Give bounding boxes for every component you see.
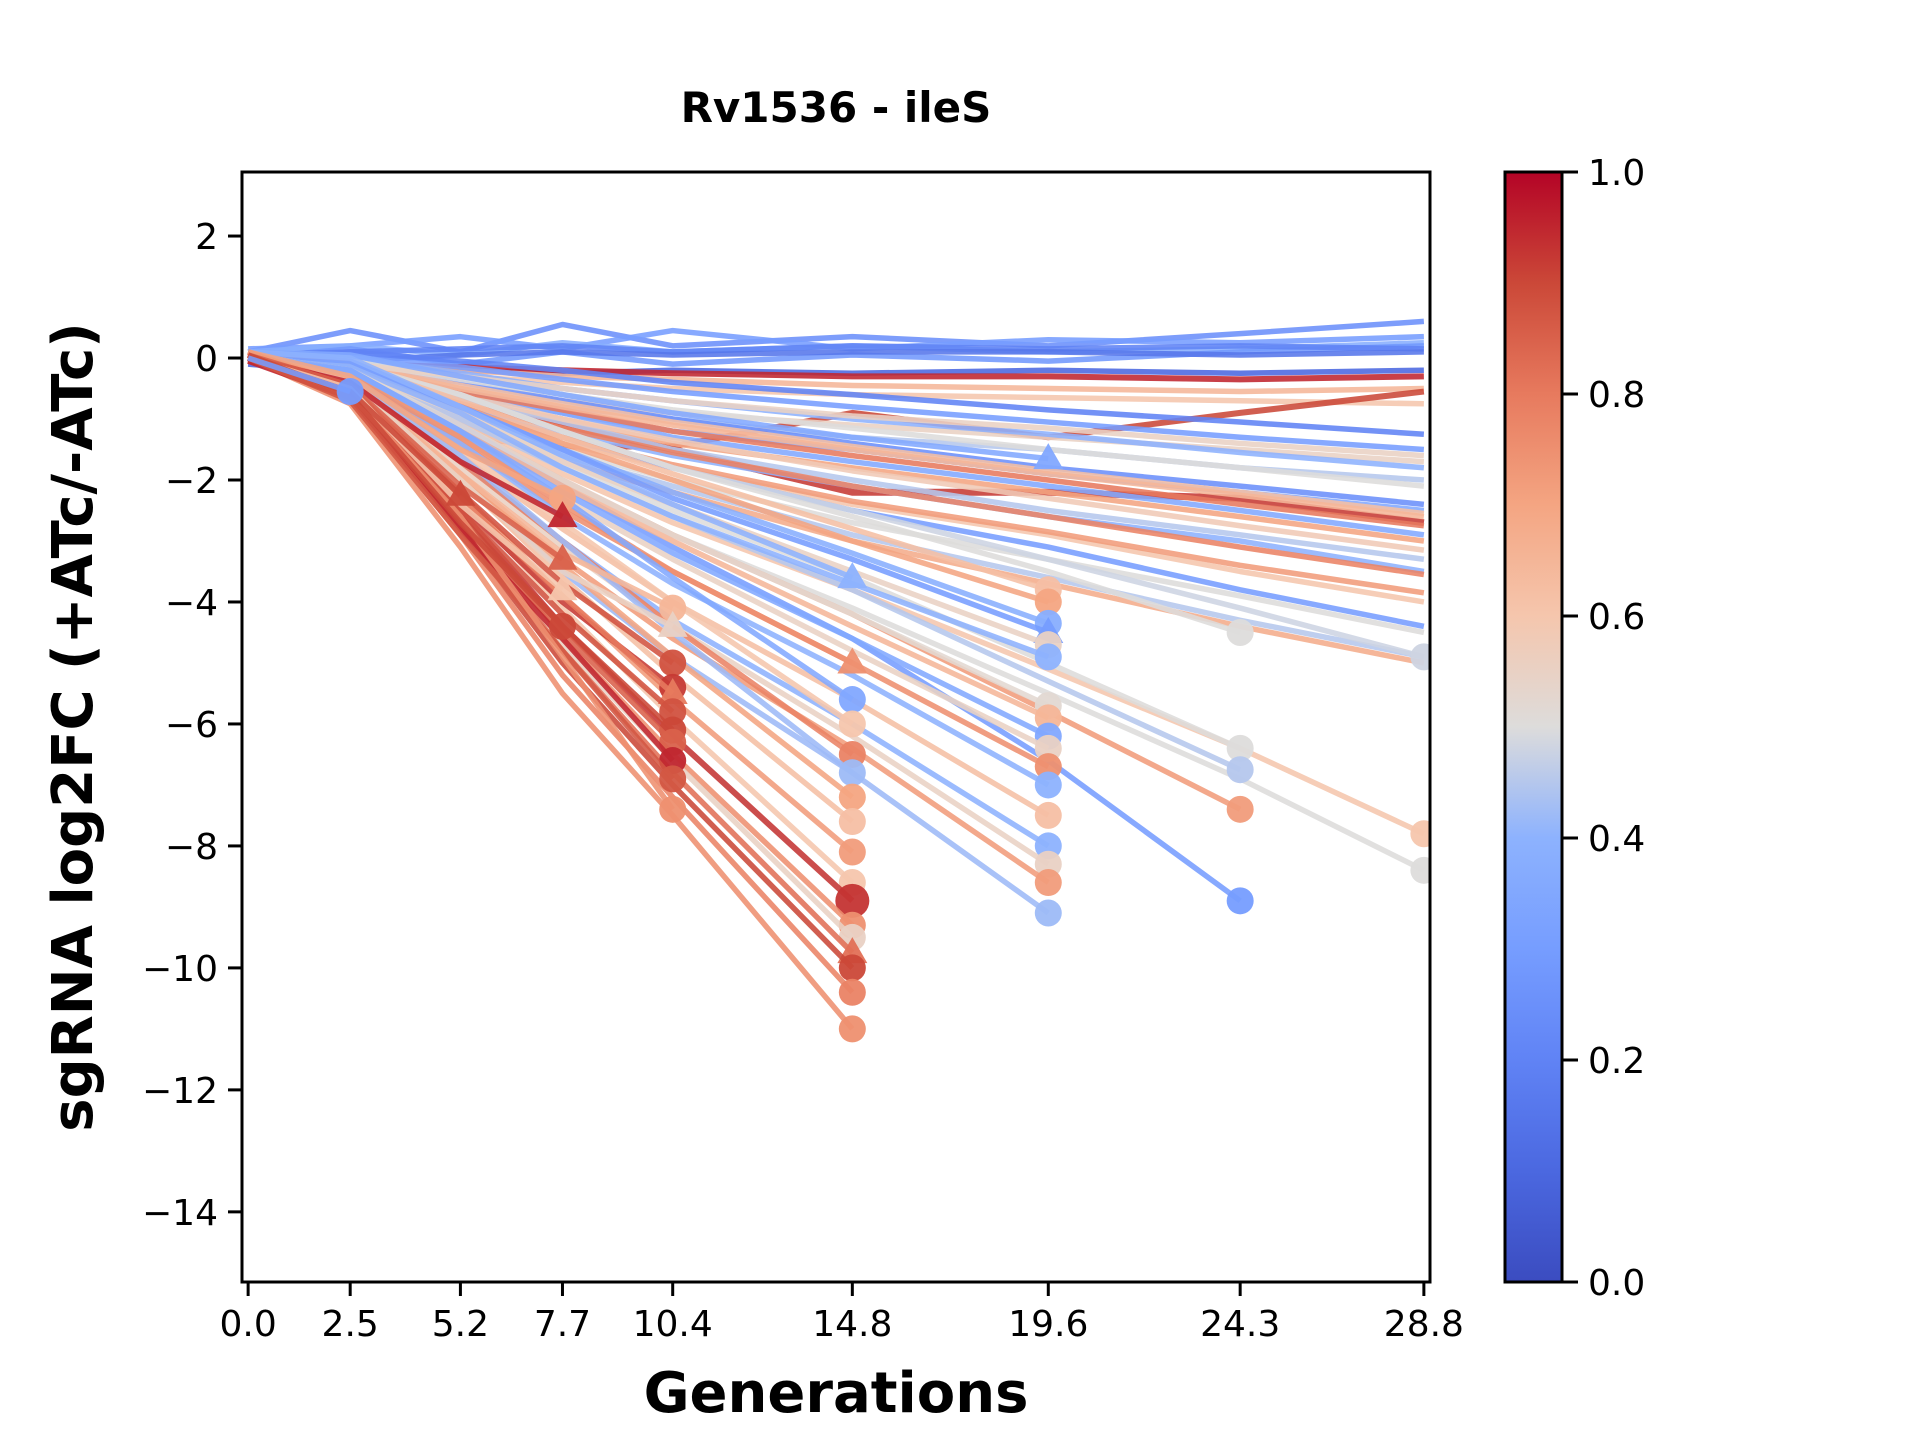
endpoint-circle-marker	[1226, 618, 1254, 646]
endpoint-circle-marker	[659, 765, 687, 793]
x-tick-label: 5.2	[432, 1304, 489, 1345]
colorbar-tick-label: 0.0	[1588, 1263, 1645, 1304]
sgrna-trajectory-line	[247, 355, 675, 781]
endpoint-circle-marker	[1410, 820, 1430, 848]
y-axis-label: sgRNA log2FC (+ATc/-ATc)	[41, 322, 106, 1132]
sgrna-trajectory-line	[247, 355, 1425, 459]
sgrna-trajectory-line	[248, 349, 1425, 437]
endpoint-circle-marker	[659, 594, 687, 622]
endpoint-triangle-marker	[1033, 443, 1064, 470]
y-tick-label: −8	[165, 827, 218, 868]
sgrna-trajectory-line	[247, 352, 674, 611]
endpoint-circle-marker	[1034, 801, 1062, 829]
x-axis-label: Generations	[644, 1361, 1029, 1426]
x-tick-label: 2.5	[322, 1304, 379, 1345]
endpoint-triangle-marker	[837, 647, 868, 674]
endpoint-triangle-marker	[657, 610, 688, 637]
endpoint-triangle-marker	[547, 501, 578, 528]
endpoint-circle-marker	[1226, 756, 1254, 784]
sgrna-trajectory-line	[248, 352, 1425, 453]
colorbar-tick-label: 1.0	[1588, 153, 1645, 194]
endpoint-triangle-marker	[657, 677, 688, 704]
endpoint-circle-marker	[336, 378, 364, 406]
sgrna-trajectory-line	[247, 343, 1424, 361]
sgrna-trajectory-line	[247, 352, 854, 702]
y-tick-label: −10	[142, 949, 218, 990]
endpoint-circle-marker	[835, 883, 870, 918]
y-tick-label: −14	[142, 1193, 218, 1234]
sgrna-trajectory-line	[248, 327, 1424, 352]
x-tick-label: 28.8	[1384, 1304, 1464, 1345]
endpoint-circle-marker	[548, 612, 576, 640]
x-tick-label: 7.7	[534, 1304, 591, 1345]
endpoint-triangle-marker	[445, 479, 476, 506]
sgrna-trajectory-line	[247, 349, 564, 501]
endpoint-circle-marker	[659, 649, 687, 677]
y-tick-label: −4	[165, 583, 218, 624]
endpoint-circle-marker	[838, 808, 866, 836]
endpoint-circle-marker	[1226, 887, 1254, 915]
colorbar-tick-label: 0.6	[1588, 597, 1645, 638]
endpoint-circle-marker	[1034, 869, 1062, 897]
endpoint-circle-marker	[1034, 771, 1062, 799]
chart-title: Rv1536 - ileS	[681, 83, 992, 132]
x-tick-label: 24.3	[1200, 1304, 1280, 1345]
sgrna-trajectory-line	[247, 352, 565, 562]
endpoint-circle-marker	[838, 954, 866, 982]
x-tick-label: 0.0	[219, 1304, 276, 1345]
sgrna-trajectory-line	[247, 355, 352, 395]
series-lines	[246, 318, 1430, 1043]
endpoint-circle-marker	[1226, 734, 1254, 762]
sgrna-trajectory-line	[247, 318, 1425, 355]
endpoint-circle-marker	[838, 978, 866, 1006]
endpoint-circle-marker	[838, 783, 866, 811]
endpoint-circle-marker	[838, 686, 866, 714]
endpoint-triangle-marker	[837, 562, 868, 589]
sgrna-trajectory-line	[247, 349, 854, 581]
endpoint-circle-marker	[838, 710, 866, 738]
colorbar-gradient	[1503, 170, 1564, 1284]
sgrna-trajectory-line	[247, 352, 1050, 636]
y-tick-label: 2	[195, 217, 218, 258]
x-tick-label: 14.8	[812, 1304, 892, 1345]
endpoint-circle-marker	[548, 484, 576, 512]
endpoint-circle-marker	[1034, 588, 1062, 616]
colorbar-tick-label: 0.2	[1588, 1041, 1645, 1082]
sgrna-trajectory-line	[248, 349, 1049, 462]
endpoint-circle-marker	[1410, 856, 1430, 884]
endpoint-triangle-marker	[547, 574, 578, 601]
y-tick-label: −2	[165, 461, 218, 502]
plot-border	[240, 170, 1432, 1284]
endpoint-circle-marker	[1034, 899, 1062, 927]
endpoint-circle-marker	[659, 795, 687, 823]
y-tick-label: −6	[165, 705, 218, 746]
y-tick-label: 0	[195, 339, 218, 380]
endpoint-circle-marker	[1226, 795, 1254, 823]
y-axis-ticks: 2 0 −2 −4 −6 −8 −10 −12 −14	[142, 217, 242, 1234]
endpoint-circle-marker	[1034, 643, 1062, 671]
endpoint-circle-marker	[838, 838, 866, 866]
colorbar-tick-label: 0.8	[1588, 375, 1645, 416]
endpoint-triangle-marker	[547, 543, 578, 570]
y-tick-label: −12	[142, 1071, 218, 1112]
colorbar-tick-label: 0.4	[1588, 819, 1645, 860]
endpoint-circle-marker	[838, 1015, 866, 1043]
x-tick-label: 19.6	[1008, 1304, 1088, 1345]
endpoint-circle-marker	[1410, 643, 1430, 671]
x-axis-ticks: 0.0 2.5 5.2 7.7 10.4 14.8 19.6 24.3 28.8	[219, 1282, 1464, 1345]
x-tick-label: 10.4	[633, 1304, 713, 1345]
colorbar: 0.0 0.2 0.4 0.6 0.8 1.0	[1503, 153, 1645, 1304]
endpoint-circle-marker	[838, 759, 866, 787]
